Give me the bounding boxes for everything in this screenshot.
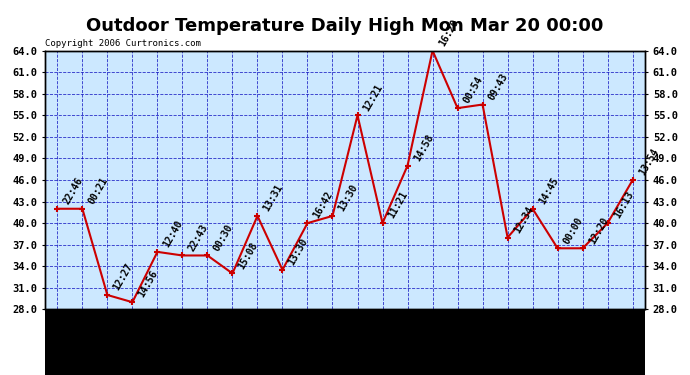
Text: 22:46: 22:46 — [61, 176, 85, 206]
Text: Copyright 2006 Curtronics.com: Copyright 2006 Curtronics.com — [45, 39, 201, 48]
Text: Outdoor Temperature Daily High Mon Mar 20 00:00: Outdoor Temperature Daily High Mon Mar 2… — [86, 17, 604, 35]
Text: 13:54: 13:54 — [637, 147, 660, 177]
Text: 12:20: 12:20 — [586, 215, 610, 246]
Text: 14:58: 14:58 — [412, 132, 435, 163]
Text: 15:08: 15:08 — [237, 240, 260, 271]
Text: 12:34: 12:34 — [512, 204, 535, 235]
Text: 13:31: 13:31 — [262, 183, 285, 213]
Text: 12:27: 12:27 — [112, 262, 135, 292]
Text: 13:30: 13:30 — [286, 237, 310, 267]
Text: 09:43: 09:43 — [486, 71, 510, 102]
Text: 00:30: 00:30 — [212, 222, 235, 253]
Text: 00:54: 00:54 — [462, 75, 485, 105]
Text: 14:45: 14:45 — [537, 176, 560, 206]
Text: 16:20: 16:20 — [437, 17, 460, 48]
Text: 11:21: 11:21 — [386, 190, 410, 220]
Text: 00:00: 00:00 — [562, 215, 585, 246]
Text: 12:40: 12:40 — [161, 219, 185, 249]
Text: 16:13: 16:13 — [612, 190, 635, 220]
Text: 14:56: 14:56 — [137, 269, 160, 299]
Text: 22:43: 22:43 — [186, 222, 210, 253]
Text: 12:21: 12:21 — [362, 82, 385, 112]
Text: 13:30: 13:30 — [337, 183, 360, 213]
Text: 16:42: 16:42 — [312, 190, 335, 220]
Text: 00:21: 00:21 — [86, 176, 110, 206]
